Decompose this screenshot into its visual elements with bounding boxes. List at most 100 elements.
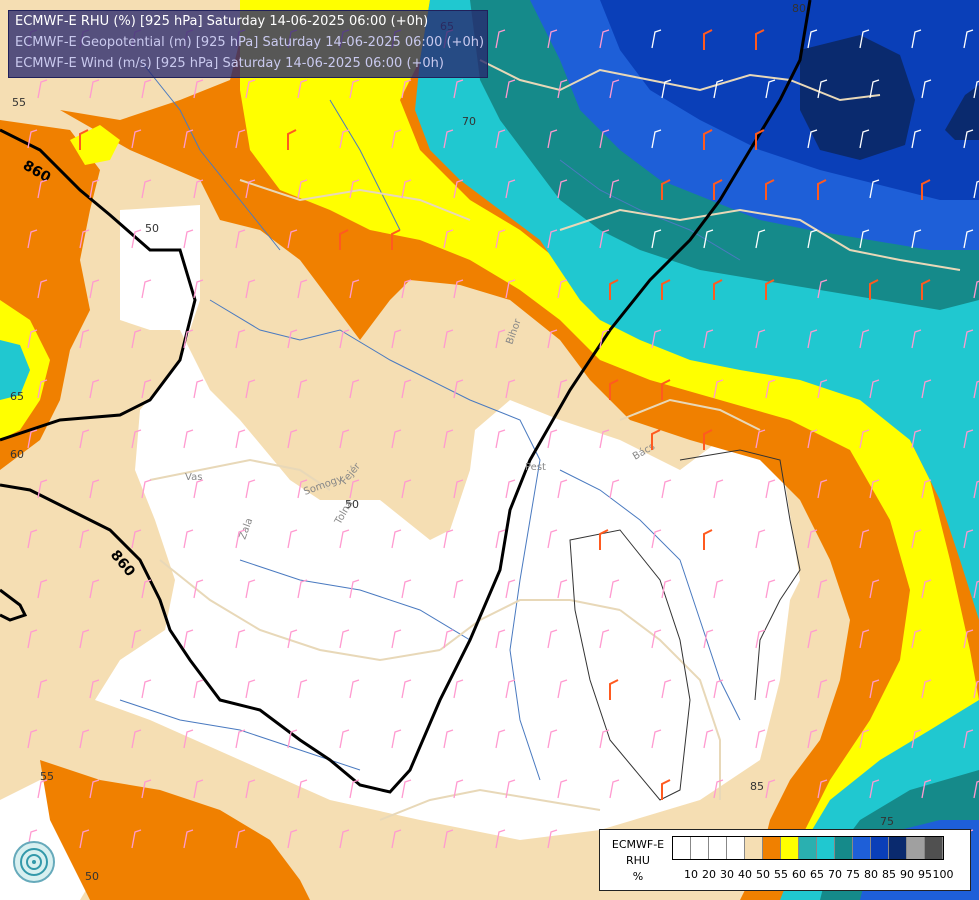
wind-barb-icon [37, 679, 48, 699]
wind-barb-icon [713, 779, 724, 799]
wind-barb-icon [391, 429, 402, 449]
wind-barb-icon [89, 779, 100, 799]
legend-tick-label: 85 [882, 868, 896, 881]
wind-barb-icon [193, 279, 204, 299]
wind-barb-icon [807, 529, 818, 549]
wind-barb-icon [391, 729, 402, 749]
wind-barb-icon [859, 429, 870, 449]
legend-swatch [871, 837, 889, 859]
wind-barb-icon [547, 29, 558, 49]
legend-ticks: 10 20 30 40 50 55 60 65 70 75 80 85 90 95 100 [672, 868, 970, 882]
legend-swatch [727, 837, 745, 859]
wind-barb-icon [817, 79, 828, 99]
legend-tick-label: 95 [918, 868, 932, 881]
wind-barb-icon [547, 729, 558, 749]
wind-barb-icon [713, 79, 724, 99]
wind-barb-icon [37, 279, 48, 299]
wind-barb-icon [339, 729, 350, 749]
wind-barb-icon [453, 779, 464, 799]
wind-barb-icon [505, 779, 516, 799]
legend-swatch [673, 837, 691, 859]
rhu-label: 60 [10, 448, 24, 461]
legend-swatch [889, 837, 907, 859]
wind-barb-icon [807, 629, 818, 649]
wind-barb-icon [817, 679, 828, 699]
wind-barb-icon [921, 79, 932, 99]
wind-barb-icon [609, 579, 620, 599]
legend-variable: RHU [626, 854, 650, 867]
wind-barb-icon [755, 629, 766, 649]
wind-barb-icon [505, 179, 516, 199]
wind-barb-icon [713, 279, 723, 300]
wind-barb-icon [557, 379, 568, 399]
legend-tick-label: 65 [810, 868, 824, 881]
wind-barb-icon [131, 429, 142, 449]
wind-barb-icon [817, 479, 828, 499]
wind-barb-icon [973, 480, 979, 499]
wind-barb-icon [297, 279, 308, 299]
legend-tick-label: 75 [846, 868, 860, 881]
wind-barb-icon [339, 329, 350, 349]
wind-barb-icon [141, 779, 152, 799]
wind-barb-icon [817, 779, 828, 799]
wind-barb-icon [651, 629, 662, 649]
wind-barb-icon [817, 579, 828, 599]
wind-barb-icon [807, 329, 818, 349]
wind-barb-icon [27, 629, 38, 649]
wind-barb-icon [495, 629, 506, 649]
legend-swatch [817, 837, 835, 859]
map-title-panel: ECMWF-E RHU (%) [925 hPa] Saturday 14-06… [8, 10, 488, 78]
wind-barb-icon [37, 179, 48, 199]
rhu-area-below-50 [95, 205, 800, 840]
wind-barb-icon [193, 679, 204, 699]
wind-barb-icon [37, 779, 48, 799]
wind-barb-icon [391, 629, 402, 649]
wind-barb-icon [859, 529, 870, 549]
wind-barb-icon [599, 29, 610, 49]
wind-barb-icon [443, 729, 454, 749]
wind-barb-icon [547, 829, 558, 849]
wind-barb-icon [609, 479, 620, 499]
wind-barb-icon [349, 779, 360, 799]
legend-swatch [907, 837, 925, 859]
wind-barb-icon [661, 279, 671, 300]
rhu-band-55-60-sw [40, 760, 310, 900]
wind-barb-icon [651, 529, 662, 549]
wind-barb-icon [401, 279, 412, 299]
wind-barb-icon [547, 329, 558, 349]
wind-barb-icon [235, 829, 246, 849]
wind-barb-icon [817, 279, 828, 299]
legend-tick-label: 50 [756, 868, 770, 881]
wind-barb-icon [235, 629, 246, 649]
wind-barb-icon [297, 179, 308, 199]
wind-barb-icon [287, 529, 298, 549]
wind-barb-icon [869, 179, 880, 199]
legend-swatch [835, 837, 853, 859]
wind-barb-icon [235, 329, 246, 349]
wind-barb-icon [443, 629, 454, 649]
rhu-label: 50 [345, 498, 359, 511]
wind-barb-icon [505, 579, 516, 599]
wind-barb-icon [963, 429, 974, 449]
legend-tick-label: 80 [864, 868, 878, 881]
wind-barb-icon [963, 329, 974, 349]
wind-barb-icon [495, 329, 506, 349]
wind-barb-icon [235, 429, 246, 449]
wind-barb-icon [391, 829, 402, 849]
wind-barb-icon [37, 79, 48, 99]
wind-barb-icon [755, 129, 765, 150]
wind-barb-icon [339, 629, 350, 649]
wind-barb-icon [287, 829, 298, 849]
wind-barb-icon [287, 329, 298, 349]
legend-tick-label: 100 [932, 868, 954, 881]
wind-barb-icon [495, 229, 506, 249]
wind-barb-icon [505, 479, 516, 499]
wind-barb-icon [443, 229, 454, 249]
wind-barb-icon [807, 729, 818, 749]
wind-barb-icon [453, 279, 464, 299]
wind-barb-icon [713, 679, 724, 699]
wind-barb-icon [869, 79, 880, 99]
wind-barb-icon [557, 179, 568, 199]
wind-barb-icon [807, 229, 818, 249]
wind-barb-icon [193, 379, 204, 399]
